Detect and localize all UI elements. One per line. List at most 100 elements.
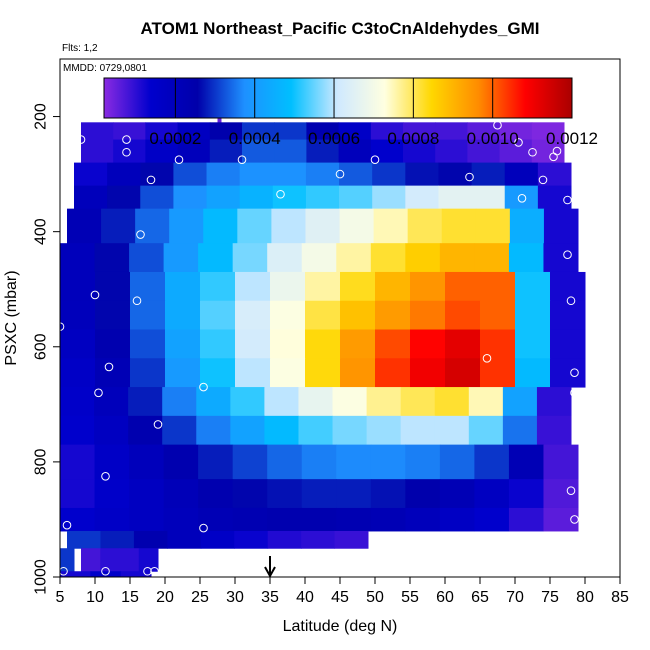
heatmap-cell [375, 271, 411, 302]
heatmap-cell [130, 271, 166, 302]
flight-point [62, 520, 72, 530]
heatmap-cell [301, 507, 337, 532]
heatmap-cell [336, 479, 372, 509]
heatmap-cell [336, 243, 372, 273]
heatmap-cell [508, 507, 544, 532]
flight-point [132, 296, 142, 306]
heatmap-cell [120, 571, 152, 578]
colorbar-tick-label: 0.0004 [229, 129, 281, 148]
flight-point [528, 147, 537, 157]
heatmap-cell [400, 387, 436, 417]
y-axis: 200 400 600 800 1000 [33, 103, 61, 595]
heatmap-cell [301, 243, 337, 273]
heatmap-cell [475, 208, 511, 244]
colorbar-tick-label: 0.0002 [149, 129, 201, 148]
heatmap-cell [407, 208, 443, 244]
heatmap-cell [163, 479, 199, 509]
heatmap-cell [305, 162, 340, 187]
heatmap-cell [298, 387, 334, 417]
heatmap-cell [480, 358, 516, 388]
heatmap-cell [336, 507, 372, 532]
heatmap-cell [60, 507, 96, 532]
heatmap-cell [543, 243, 579, 273]
heatmap-cell [177, 139, 211, 164]
heatmap-cell [206, 162, 241, 187]
heatmap-cell [173, 185, 208, 210]
y-tick-label: 200 [33, 103, 50, 130]
heatmap-cell [338, 139, 372, 164]
heatmap-cell [405, 162, 439, 187]
heatmap-cell [94, 507, 130, 532]
heatmap-cell [474, 507, 510, 532]
heatmap-cell [232, 444, 268, 480]
heatmap-cell [129, 479, 165, 509]
flight-point [570, 515, 579, 524]
heatmap-cell [239, 185, 274, 210]
heatmap-cell [119, 548, 140, 572]
flight-point [122, 147, 131, 157]
heatmap-cell [100, 530, 135, 549]
heatmap-cell [165, 271, 201, 302]
latitude-marker-arrow [264, 556, 276, 579]
heatmap-cell [94, 479, 130, 509]
heatmap-cell [480, 300, 516, 331]
heatmap-cell [74, 162, 108, 187]
heatmap-cell [508, 479, 544, 509]
heatmap-cell [81, 139, 114, 164]
heatmap-cell [198, 444, 234, 480]
heatmap-cell [129, 444, 165, 480]
x-tick-label: 50 [366, 589, 384, 606]
heatmap-cell [81, 548, 101, 572]
heatmap-cell [445, 300, 481, 331]
heatmap-cell [504, 162, 539, 187]
heatmap-cell [267, 530, 302, 549]
heatmap-cell [305, 300, 341, 331]
heatmap-cell [101, 208, 136, 244]
heatmap-cell [499, 139, 533, 164]
flight-point [153, 420, 163, 429]
heatmap-cell [145, 122, 179, 141]
x-tick-label: 10 [86, 589, 104, 606]
heatmap-cell [60, 415, 95, 446]
heatmap-cell [403, 139, 436, 164]
heatmap-cell [60, 358, 96, 388]
heatmap-cell [370, 139, 404, 164]
heatmap-cell [515, 300, 551, 331]
heatmap-cell [242, 122, 275, 141]
colorbar-tick-label: 0.0012 [546, 129, 598, 148]
heatmap-cell [230, 415, 265, 446]
heatmap-cell [502, 387, 538, 417]
x-tick-label: 45 [331, 589, 349, 606]
heatmap-cell [60, 329, 96, 359]
flight-point [514, 138, 523, 147]
heatmap-cell [445, 271, 481, 302]
heatmap-cell [531, 139, 565, 164]
heatmap-cell [67, 530, 101, 549]
heatmap-cell [480, 271, 516, 302]
heatmap-cell [508, 444, 544, 480]
heatmap-cell [242, 139, 275, 164]
y-tick-label: 600 [33, 333, 50, 360]
heatmap-cell [305, 208, 341, 244]
heatmap-cell [375, 329, 411, 359]
heatmap-cell [237, 208, 272, 244]
heatmap-cell [435, 139, 468, 164]
heatmap-cell [232, 479, 268, 509]
heatmap-cell [372, 162, 406, 187]
heatmap-cell [550, 358, 586, 388]
heatmap-cell [173, 162, 208, 187]
heatmap-cell [232, 507, 268, 532]
flight-point [90, 290, 100, 300]
heatmap-cell [200, 271, 236, 302]
flight-point [465, 172, 474, 182]
heatmap-cell [95, 358, 131, 388]
heatmap-cell [405, 243, 441, 273]
heatmap-cell [206, 185, 241, 210]
heatmap-cell [232, 243, 268, 273]
marker-head [264, 566, 276, 579]
flight-point [566, 486, 576, 495]
heatmap-cell [60, 271, 96, 302]
heatmap-cell [405, 444, 441, 480]
heatmap-cell [267, 507, 303, 532]
heatmap-cell [235, 271, 271, 302]
